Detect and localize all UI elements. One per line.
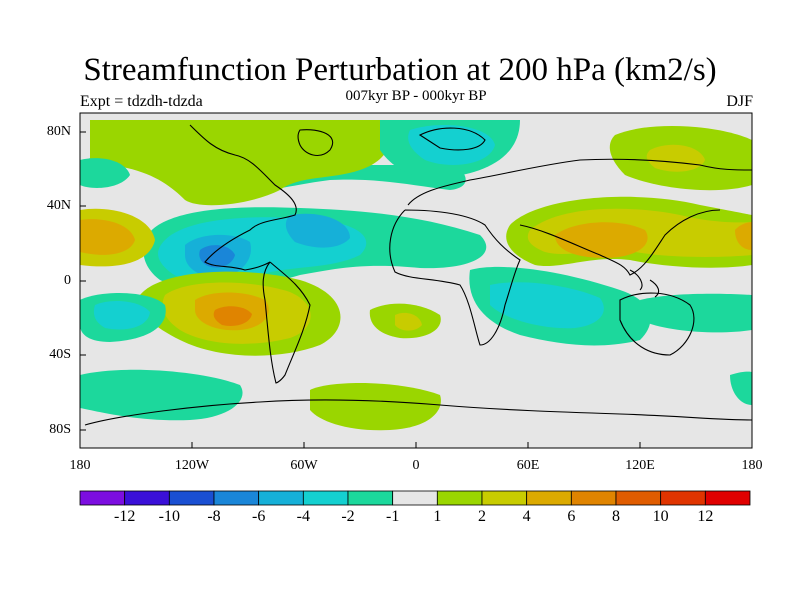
colorbar-swatch bbox=[302, 490, 349, 506]
season-label: DJF bbox=[726, 93, 753, 110]
colorbar-tick-label: -8 bbox=[207, 508, 221, 525]
x-tick-label: 60W bbox=[290, 458, 318, 473]
colorbar-tick-label: -1 bbox=[385, 508, 400, 525]
colorbar-tick-label: 2 bbox=[478, 508, 486, 525]
plot-title: Streamfunction Perturbation at 200 hPa (… bbox=[83, 52, 717, 88]
colorbar-swatch bbox=[660, 490, 706, 506]
experiment-label: Expt = tdzdh-tdzda bbox=[80, 93, 203, 110]
colorbar-swatch bbox=[436, 490, 483, 506]
plot-subtitle: 007kyr BP - 000kyr BP bbox=[345, 88, 487, 104]
y-tick-label: 80N bbox=[46, 124, 71, 139]
colorbar-swatch bbox=[704, 490, 751, 506]
colorbar-swatch bbox=[615, 490, 662, 506]
colorbar-swatch bbox=[347, 490, 394, 506]
x-tick-label: 120W bbox=[174, 458, 210, 473]
colorbar-swatch bbox=[526, 490, 572, 506]
colorbar-swatch bbox=[570, 490, 617, 506]
x-tick-label: 120E bbox=[625, 458, 655, 473]
colorbar-swatch bbox=[392, 490, 438, 506]
colorbar-swatch bbox=[213, 490, 260, 506]
coastlines bbox=[84, 124, 752, 426]
colorbar-tick-label: 8 bbox=[612, 508, 620, 525]
x-tick-label: 180 bbox=[69, 458, 91, 473]
colorbar-swatch bbox=[79, 490, 126, 506]
colorbar-swatch bbox=[481, 490, 528, 506]
colorbar-tick-label: -6 bbox=[251, 508, 266, 525]
colorbar-tick-label: -2 bbox=[341, 508, 355, 525]
colorbar-swatch bbox=[168, 490, 215, 506]
x-tick-label: 180 bbox=[741, 458, 763, 473]
y-tick-label: 40S bbox=[49, 347, 71, 362]
colorbar-tick-label: -12 bbox=[113, 508, 136, 525]
y-tick-label: 0 bbox=[64, 273, 71, 288]
colorbar-swatch bbox=[258, 490, 304, 506]
colorbar-tick-label: 1 bbox=[433, 508, 442, 525]
x-tick-label: 0 bbox=[412, 458, 420, 473]
colorbar-tick-label: 12 bbox=[697, 508, 714, 525]
x-tick-label: 60E bbox=[516, 458, 540, 473]
colorbar-swatch bbox=[124, 490, 170, 506]
y-tick-label: 40N bbox=[46, 198, 71, 213]
colorbar-tick-label: -4 bbox=[296, 508, 310, 525]
colorbar-tick-label: 10 bbox=[652, 508, 669, 525]
colorbar-tick-label: 4 bbox=[522, 508, 531, 525]
colorbar-tick-label: 6 bbox=[567, 508, 576, 525]
axis-ticks bbox=[79, 131, 753, 448]
y-tick-label: 80S bbox=[49, 422, 71, 437]
colorbar-tick-label: -10 bbox=[158, 508, 180, 525]
